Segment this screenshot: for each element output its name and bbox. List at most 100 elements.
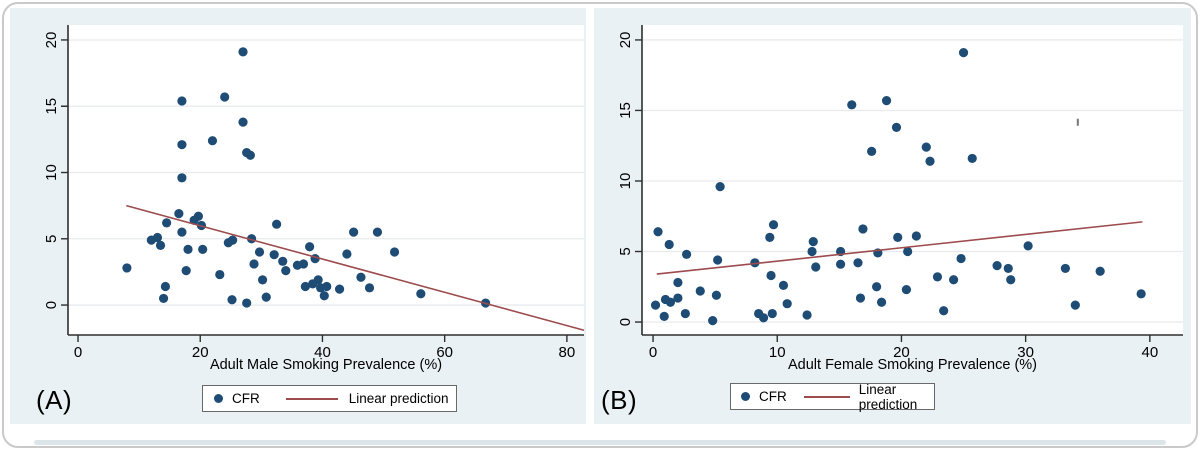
data-point — [925, 156, 935, 166]
stray-artifact-mark — [1076, 118, 1079, 126]
x-tick-label: 0 — [74, 344, 82, 361]
y-tick-label: 20 — [43, 32, 60, 49]
data-point — [876, 297, 887, 307]
legend-b: CFR Linear prediction — [730, 381, 935, 412]
data-point — [967, 153, 977, 164]
data-point — [155, 240, 166, 251]
ticks: 0 5 10 15 20 0 10 20 30 40 — [617, 32, 1158, 361]
data-point — [872, 282, 882, 292]
data-point — [673, 293, 683, 303]
y-tick-label: 5 — [617, 247, 634, 255]
data-point — [305, 242, 315, 252]
panel-b: 0 5 10 15 20 0 10 20 30 40 Adult Female Smoking P… — [594, 8, 1191, 424]
data-point — [807, 246, 817, 257]
legend-line-label: Linear prediction — [858, 381, 918, 412]
data-point — [949, 275, 959, 285]
y-tick-label: 15 — [43, 98, 60, 115]
data-point — [356, 272, 366, 282]
data-point — [372, 227, 383, 237]
data-point — [1060, 263, 1070, 274]
data-point — [238, 47, 248, 57]
x-tick-label: 80 — [559, 344, 576, 361]
panel-label-b: (B) — [601, 385, 638, 415]
legend-marker-label: CFR — [232, 391, 260, 406]
data-point — [342, 249, 352, 259]
scatter-plot-male: 0 5 10 15 20 0 20 40 60 80 — [43, 25, 585, 361]
data-point — [313, 275, 323, 285]
x-tick-label: 20 — [192, 344, 209, 361]
data-point — [1070, 300, 1080, 310]
data-point — [364, 283, 375, 293]
data-point — [855, 293, 866, 303]
x-tick-label: 40 — [314, 344, 331, 361]
x-tick-label: 20 — [893, 344, 910, 361]
data-point — [921, 142, 931, 152]
x-tick-label: 30 — [1017, 344, 1034, 361]
data-point — [664, 239, 674, 250]
data-point — [758, 313, 769, 323]
legend-marker-dot — [214, 394, 223, 403]
data-point — [765, 232, 775, 243]
data-point — [1095, 266, 1105, 276]
data-point — [811, 262, 821, 272]
x-tick-label: 0 — [649, 344, 657, 361]
data-point — [992, 261, 1002, 271]
data-point — [911, 231, 921, 241]
data-point — [958, 48, 969, 58]
data-point — [177, 140, 187, 150]
legend-marker-dot — [741, 392, 750, 401]
data-point — [334, 284, 345, 294]
data-point — [349, 227, 359, 237]
y-tick-label: 0 — [617, 318, 634, 326]
data-point — [181, 265, 191, 276]
legend-line-swatch — [285, 397, 338, 400]
data-point — [278, 256, 288, 266]
data-point — [269, 250, 279, 260]
data-point — [1136, 289, 1146, 299]
data-point — [160, 281, 171, 292]
gridlines — [642, 39, 1183, 323]
data-point — [665, 297, 676, 307]
data-point — [261, 292, 271, 302]
axes — [641, 25, 1183, 336]
data-point — [322, 281, 332, 292]
data-point — [867, 146, 877, 156]
data-point — [932, 272, 943, 282]
data-point — [389, 247, 400, 257]
data-point — [272, 219, 282, 229]
x-axis-label-a: Adult Male Smoking Prevalence (%) — [209, 357, 443, 373]
panel-label-a: (A) — [36, 385, 73, 415]
data-point — [177, 227, 187, 237]
data-point — [653, 227, 663, 237]
data-point — [808, 237, 818, 247]
data-point — [183, 244, 193, 254]
trend-line — [656, 221, 1143, 275]
bottom-accent-strip — [34, 440, 1166, 445]
y-tick-label: 0 — [43, 301, 60, 309]
data-point — [708, 316, 718, 326]
data-point — [768, 220, 779, 230]
data-point — [1003, 263, 1013, 274]
legend-line-swatch — [803, 395, 850, 398]
data-point — [220, 92, 230, 102]
data-point — [193, 211, 204, 221]
data-point — [238, 117, 248, 127]
data-point — [300, 281, 310, 292]
data-point — [901, 284, 912, 295]
data-point — [835, 259, 846, 269]
data-point — [711, 290, 721, 300]
data-point — [152, 232, 163, 243]
data-point — [158, 293, 169, 304]
data-point — [939, 306, 949, 316]
y-tick-label: 15 — [617, 102, 634, 119]
data-point — [858, 224, 868, 234]
data-point — [650, 300, 661, 310]
legend-marker-label: CFR — [759, 389, 787, 404]
data-point — [162, 218, 172, 228]
data-point — [174, 208, 184, 219]
data-point — [659, 311, 669, 321]
y-tick-label: 10 — [617, 173, 634, 190]
trend-line — [126, 204, 585, 332]
scatter-plot-female: 0 5 10 15 20 0 10 20 30 40 — [617, 25, 1183, 361]
data-point — [881, 95, 892, 106]
